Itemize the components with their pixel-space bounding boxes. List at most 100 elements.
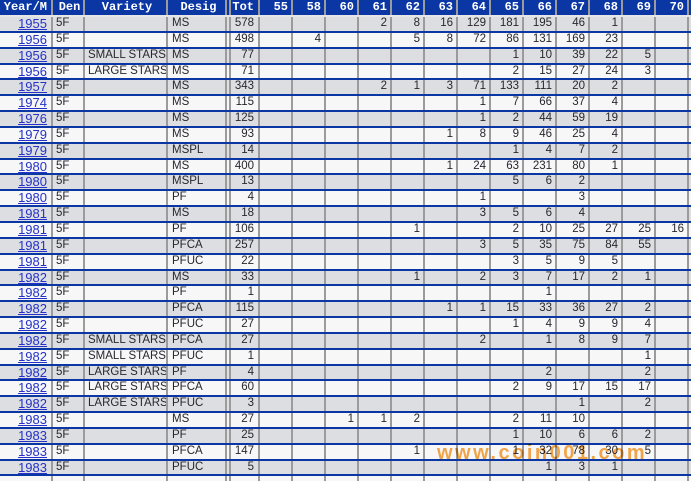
year-link[interactable]: 1982	[18, 365, 47, 380]
grade-cell: 2	[623, 365, 656, 380]
total-cell: 27	[231, 413, 260, 427]
grade-cell	[590, 286, 623, 301]
grade-cell: 33	[524, 302, 557, 317]
year-link[interactable]: 1982	[18, 302, 47, 317]
grade-cell	[458, 460, 491, 475]
year-link[interactable]: 1956	[18, 64, 47, 79]
year-link[interactable]: 1982	[18, 333, 47, 348]
year-cell: 1979	[0, 127, 53, 142]
grade-cell: 8	[392, 17, 425, 31]
column-header-66: 66	[524, 0, 557, 15]
grade-cell	[425, 428, 458, 443]
grade-cell	[392, 333, 425, 348]
year-link[interactable]: 1981	[18, 222, 47, 237]
grade-cell: 37	[557, 96, 590, 111]
year-link[interactable]: 1956	[18, 32, 47, 47]
spacer-cell	[227, 270, 231, 285]
spacer-cell	[227, 48, 231, 63]
year-link[interactable]: 1981	[18, 254, 47, 269]
grade-cell: 5	[524, 254, 557, 269]
desig-cell: MS	[168, 17, 227, 31]
grade-cell	[293, 96, 326, 111]
year-link[interactable]: 1983	[18, 428, 47, 443]
year-link[interactable]: 1976	[18, 112, 47, 126]
grade-cell	[656, 381, 689, 396]
year-link[interactable]: 1957	[18, 80, 47, 95]
grade-cell	[260, 428, 293, 443]
year-link[interactable]: 1982	[18, 318, 47, 332]
grade-cell: 16	[425, 17, 458, 31]
grade-cell: 169	[557, 32, 590, 47]
grade-cell	[392, 48, 425, 63]
grade-cell	[326, 238, 359, 253]
desig-cell: MS	[168, 80, 227, 95]
grade-cell: 75	[557, 238, 590, 253]
grade-cell: 1	[623, 349, 656, 364]
grade-cell	[326, 444, 359, 459]
grade-cell	[359, 397, 392, 412]
year-link[interactable]: 1979	[18, 143, 47, 158]
year-link[interactable]: 1983	[18, 460, 47, 475]
year-link[interactable]: 1982	[18, 397, 47, 412]
den-cell: 5F	[53, 143, 85, 158]
header-row: Year/M Den Variety Desig Tot 55 58 60 61 62 63 64 65…	[0, 0, 691, 17]
year-link[interactable]: 1981	[18, 207, 47, 221]
grade-cell	[425, 191, 458, 206]
year-link[interactable]: 1956	[18, 48, 47, 63]
column-header-desig: Desig	[168, 0, 227, 15]
grade-cell	[260, 191, 293, 206]
year-link[interactable]: 1982	[18, 270, 47, 285]
variety-cell	[85, 444, 168, 459]
variety-cell: LARGE STARS	[85, 64, 168, 79]
grade-cell: 78	[557, 444, 590, 459]
grade-cell	[656, 64, 689, 79]
grade-cell	[392, 207, 425, 221]
year-link[interactable]: 1982	[18, 286, 47, 301]
column-header-60: 60	[326, 0, 359, 15]
grade-cell	[359, 428, 392, 443]
grade-cell	[524, 349, 557, 364]
grade-cell	[392, 365, 425, 380]
year-link[interactable]: 1983	[18, 444, 47, 459]
year-cell: 1981	[0, 254, 53, 269]
den-cell: 5F	[53, 32, 85, 47]
grade-cell: 1	[491, 48, 524, 63]
grade-cell	[326, 318, 359, 332]
variety-cell	[85, 175, 168, 190]
year-link[interactable]: 1982	[18, 381, 47, 396]
year-link[interactable]: 1979	[18, 127, 47, 142]
table-body: 1955 5F MS 578 2 8 16 129 181 195 46 1 1956 5F MS 498 4 5…	[0, 17, 691, 481]
total-cell: 33	[231, 270, 260, 285]
column-header-63: 63	[425, 0, 458, 15]
spacer-cell	[227, 159, 231, 174]
year-link[interactable]: 1982	[18, 349, 47, 364]
grade-cell	[425, 444, 458, 459]
grade-cell	[293, 413, 326, 427]
grade-cell: 11	[524, 413, 557, 427]
grade-cell	[359, 207, 392, 221]
grade-cell: 24	[590, 64, 623, 79]
desig-cell: PFUC	[168, 254, 227, 269]
grade-cell	[458, 48, 491, 63]
year-link[interactable]: 1980	[18, 191, 47, 206]
grade-cell	[425, 254, 458, 269]
column-header-58: 58	[293, 0, 326, 15]
grade-cell	[656, 127, 689, 142]
den-cell: 5F	[53, 254, 85, 269]
year-link[interactable]: 1974	[18, 96, 47, 111]
grade-cell: 1	[425, 159, 458, 174]
year-link[interactable]: 1981	[18, 238, 47, 253]
total-cell: 13	[231, 175, 260, 190]
grade-cell	[656, 32, 689, 47]
empty-cell	[392, 476, 425, 481]
year-link[interactable]: 1980	[18, 159, 47, 174]
grade-cell	[590, 413, 623, 427]
grade-cell: 9	[590, 333, 623, 348]
grade-cell	[260, 318, 293, 332]
grade-cell: 32	[524, 444, 557, 459]
grade-cell	[359, 175, 392, 190]
year-link[interactable]: 1980	[18, 175, 47, 190]
year-link[interactable]: 1955	[18, 17, 47, 31]
grade-cell	[590, 365, 623, 380]
year-link[interactable]: 1983	[18, 413, 47, 427]
